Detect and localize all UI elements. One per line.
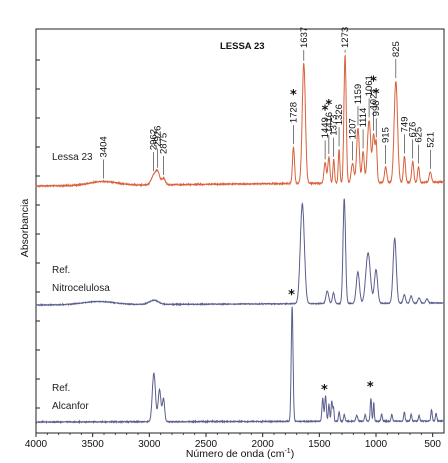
peak-label: 1449 [320, 117, 331, 138]
x-tick-label: 2000 [252, 439, 275, 450]
star-marker: * [322, 103, 329, 118]
peak-label: 825 [391, 41, 402, 57]
x-tick-label: 2500 [195, 439, 218, 450]
peak-label: 1207 [348, 118, 359, 139]
series-label: Nitrocelulosa [52, 283, 110, 294]
peak-label: 1326 [334, 104, 345, 125]
peak-label: 915 [381, 127, 392, 143]
peak-label: 1159 [353, 84, 364, 104]
peak-label: 1416 [324, 112, 335, 133]
star-marker: * [370, 74, 377, 89]
peak-label: 1061 [364, 75, 375, 96]
series-label: Ref. [52, 265, 70, 276]
peak-label: 521 [425, 132, 436, 148]
x-axis-label: Número de onda (cm-1) [186, 448, 294, 460]
peak-label: 1273 [340, 27, 351, 48]
x-tick-label: 500 [424, 439, 441, 450]
series-line [35, 198, 445, 307]
series-line [35, 306, 445, 425]
x-axis-label-end: ) [291, 448, 295, 460]
series-label: Alcanfor [52, 401, 89, 412]
spectra-traces [35, 54, 445, 425]
peak-label: 1637 [299, 27, 310, 48]
y-axis-label: Absorbancia [19, 199, 31, 258]
chart-title: LESSA 23 [220, 41, 265, 52]
x-axis-label-text: Número de onda (cm [186, 448, 285, 460]
x-tick-label: 3000 [138, 439, 161, 450]
x-axis-label-sup: -1 [284, 448, 290, 455]
plot-frame [35, 28, 445, 434]
peak-label: 2926 [153, 126, 164, 147]
star-marker: * [325, 98, 332, 113]
peak-label: 676 [408, 122, 419, 138]
x-tick-label: 4000 [25, 439, 48, 450]
x-axis: 4000 3500 3000 2500 2000 1500 1000 500 [25, 59, 441, 450]
peak-label: 998 [371, 100, 382, 116]
peak-label: 1114 [358, 108, 369, 128]
peak-label: 1021 [369, 88, 380, 109]
series-line [35, 54, 445, 188]
peak-label: 1373 [329, 115, 340, 136]
star-marker: * [290, 88, 297, 103]
star-marker: * [288, 288, 295, 303]
series-label: Ref. [52, 383, 70, 394]
peak-label: 2875 [159, 133, 170, 154]
x-tick-label: 1000 [365, 439, 388, 450]
star-marker: * [373, 87, 380, 102]
x-tick-label: 3500 [82, 439, 105, 450]
peak-label: 2962 [149, 129, 160, 150]
peak-label: 749 [399, 117, 410, 133]
star-marker: * [367, 380, 374, 395]
series-label: Lessa 23 [52, 152, 93, 163]
peak-label: 3404 [99, 136, 110, 157]
star-marker: * [321, 383, 328, 398]
x-tick-label: 1500 [308, 439, 331, 450]
peak-label: 625 [414, 127, 425, 143]
peak-label: 1728 [288, 102, 299, 123]
